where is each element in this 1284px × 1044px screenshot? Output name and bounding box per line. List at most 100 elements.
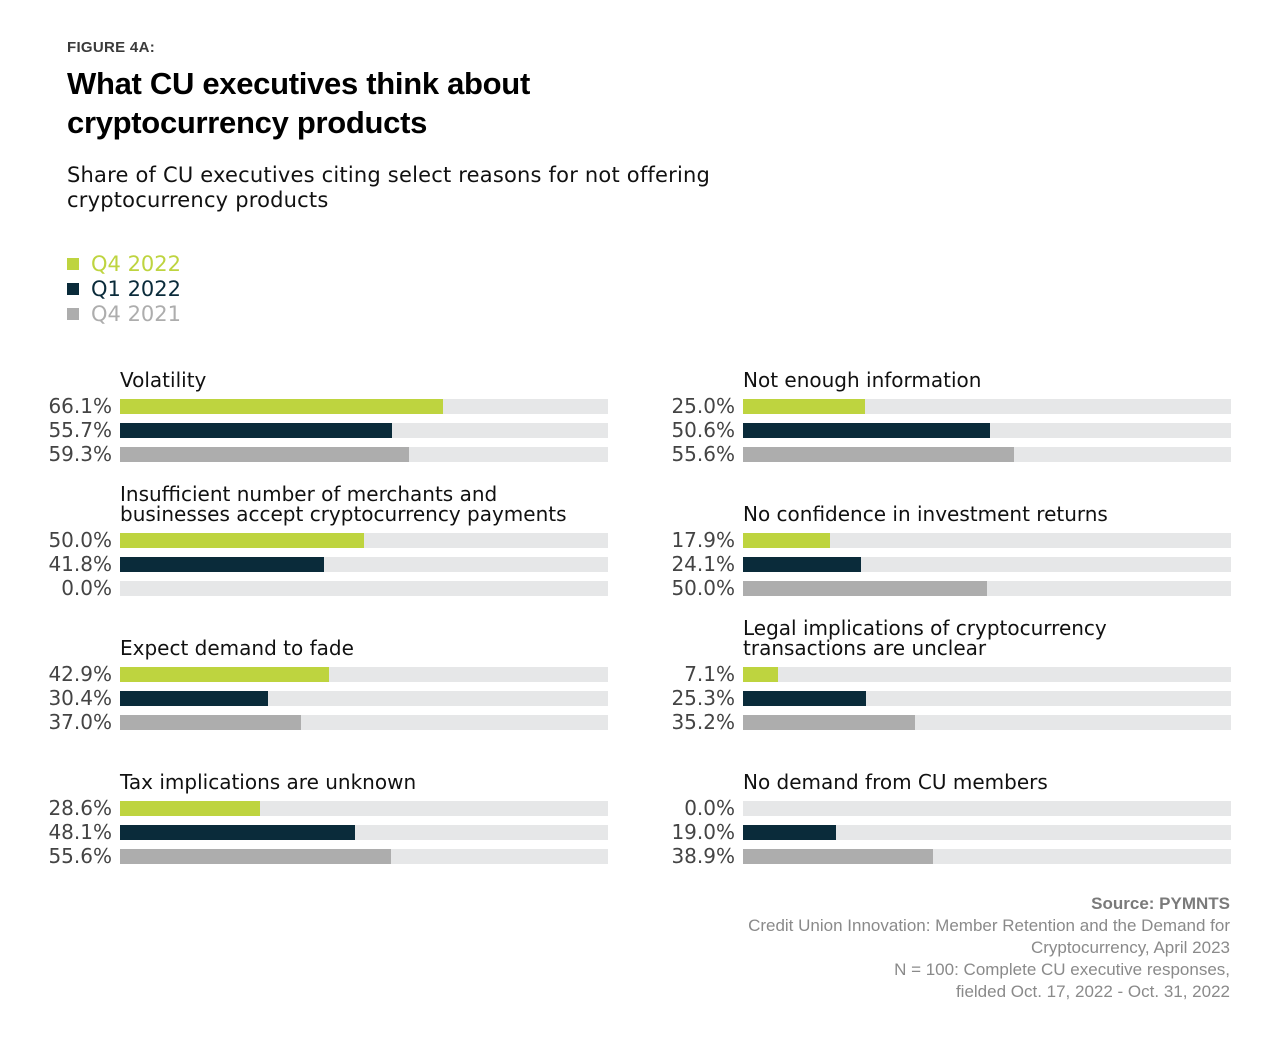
bar-q4-2022 <box>743 667 778 682</box>
bar-q4-2021 <box>743 447 1015 462</box>
bar-track <box>743 423 1231 438</box>
data-label: 24.1% <box>671 552 735 576</box>
source-line-1: Credit Union Innovation: Member Retentio… <box>748 916 1230 935</box>
data-label: 66.1% <box>48 394 112 418</box>
bar-row-q1-2022: 19.0% <box>671 820 1231 844</box>
bar-row-q1-2022: 50.6% <box>671 418 1231 442</box>
panel-title: Insufficient number of merchants and <box>120 482 498 506</box>
bar-row-q1-2022: 24.1% <box>671 552 1231 576</box>
chart-subtitle-line-2: cryptocurrency products <box>67 188 329 212</box>
bar-q4-2022 <box>120 533 364 548</box>
bar-q1-2022 <box>743 557 861 572</box>
bar-row-q4-2021: 35.2% <box>671 710 1231 734</box>
bar-track <box>120 825 608 840</box>
bar-row-q1-2022: 41.8% <box>48 552 608 576</box>
legend-label-q4-2022: Q4 2022 <box>91 251 182 276</box>
bar-q1-2022 <box>743 423 990 438</box>
chart-title-line-1: What CU executives think about <box>67 66 530 101</box>
bar-q4-2022 <box>743 399 865 414</box>
bar-track <box>120 667 608 682</box>
bar-track <box>743 533 1231 548</box>
bar-row-q4-2021: 0.0% <box>61 576 608 600</box>
data-label: 55.7% <box>48 418 112 442</box>
bar-row-q4-2021: 37.0% <box>48 710 608 734</box>
bar-q4-2022 <box>120 667 330 682</box>
data-label: 41.8% <box>48 552 112 576</box>
bar-track <box>120 581 608 596</box>
chart-title: What CU executives think about cryptocur… <box>67 64 707 142</box>
legend-label-q4-2021: Q4 2021 <box>91 301 182 326</box>
panel-title: No demand from CU members <box>743 770 1048 794</box>
bar-row-q1-2022: 55.7% <box>48 418 608 442</box>
data-label: 50.0% <box>48 528 112 552</box>
bar-track <box>743 825 1231 840</box>
data-label: 38.9% <box>671 844 735 868</box>
bar-row-q4-2022: 42.9% <box>48 662 608 686</box>
bar-q4-2022 <box>120 399 443 414</box>
bar-row-q4-2022: 66.1% <box>48 394 608 418</box>
bar-q1-2022 <box>743 691 867 706</box>
bar-track <box>120 801 608 816</box>
legend-item-q1-2022: Q1 2022 <box>67 276 181 301</box>
bar-track <box>120 447 608 462</box>
panel-title: Expect demand to fade <box>120 636 354 660</box>
source-line-3: N = 100: Complete CU executive responses… <box>894 960 1230 979</box>
panel-title: businesses accept cryptocurrency payment… <box>120 502 567 526</box>
legend-swatch-q4-2022 <box>67 257 79 270</box>
panel-title: Legal implications of cryptocurrency <box>743 616 1107 640</box>
bar-track <box>120 423 608 438</box>
bar-row-q4-2022: 25.0% <box>671 394 1231 418</box>
data-label: 48.1% <box>48 820 112 844</box>
data-label: 25.0% <box>671 394 735 418</box>
legend-swatch-q4-2021 <box>67 307 79 320</box>
source-note: Source: PYMNTS Credit Union Innovation: … <box>748 893 1230 1003</box>
bar-q4-2022 <box>120 801 260 816</box>
bar-track <box>743 447 1231 462</box>
bar-track <box>120 715 608 730</box>
panel-title: transactions are unclear <box>743 636 987 660</box>
panel-title: Not enough information <box>743 368 982 392</box>
bar-track <box>743 581 1231 596</box>
bar-q4-2021 <box>743 715 915 730</box>
source-line-4: fielded Oct. 17, 2022 - Oct. 31, 2022 <box>955 982 1230 1001</box>
figure-label: FIGURE 4A: <box>67 39 156 56</box>
chart-subtitle: Share of CU executives citing select rea… <box>67 163 827 213</box>
bar-q4-2021 <box>743 849 933 864</box>
bar-track <box>743 715 1231 730</box>
source-heading: Source: PYMNTS <box>1091 894 1230 913</box>
bar-track <box>120 849 608 864</box>
legend: Q4 2022 Q1 2022 Q4 2021 <box>67 251 181 326</box>
bar-track <box>120 691 608 706</box>
bar-q1-2022 <box>743 825 836 840</box>
data-label: 19.0% <box>671 820 735 844</box>
bar-row-q1-2022: 30.4% <box>48 686 608 710</box>
panel-title: Tax implications are unknown <box>120 770 417 794</box>
bar-track <box>743 849 1231 864</box>
bar-q1-2022 <box>120 691 269 706</box>
bar-q4-2021 <box>120 849 392 864</box>
bar-track <box>120 399 608 414</box>
bar-track <box>743 557 1231 572</box>
data-label: 37.0% <box>48 710 112 734</box>
bar-q1-2022 <box>120 557 324 572</box>
bar-track <box>120 557 608 572</box>
legend-label-q1-2022: Q1 2022 <box>91 276 182 301</box>
bar-q1-2022 <box>120 423 392 438</box>
panel-title: No confidence in investment returns <box>743 502 1108 526</box>
data-label: 50.6% <box>671 418 735 442</box>
chart-subtitle-line-1: Share of CU executives citing select rea… <box>67 163 711 187</box>
bar-track <box>743 399 1231 414</box>
data-label: 35.2% <box>671 710 735 734</box>
data-label: 55.6% <box>671 442 735 466</box>
bar-row-q4-2021: 55.6% <box>48 844 608 868</box>
data-label: 7.1% <box>684 662 735 686</box>
bar-row-q1-2022: 48.1% <box>48 820 608 844</box>
bar-row-q4-2021: 50.0% <box>671 576 1231 600</box>
legend-swatch-q1-2022 <box>67 282 79 295</box>
data-label: 25.3% <box>671 686 735 710</box>
legend-item-q4-2021: Q4 2021 <box>67 301 181 326</box>
bar-row-q4-2021: 55.6% <box>671 442 1231 466</box>
bar-q4-2021 <box>120 447 410 462</box>
data-label: 0.0% <box>61 576 112 600</box>
bar-track <box>120 533 608 548</box>
